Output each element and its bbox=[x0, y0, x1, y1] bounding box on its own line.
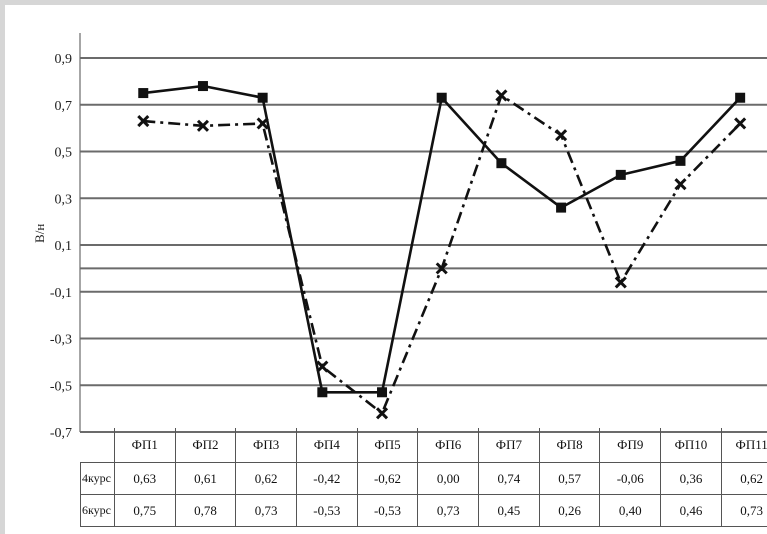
data-value-cell: 0,57 bbox=[538, 462, 601, 495]
data-value-cell: 0,73 bbox=[235, 494, 297, 527]
data-value-cell: 0,62 bbox=[235, 462, 297, 495]
y-tick-label: -0,5 bbox=[50, 379, 72, 394]
data-value-cell: 0,78 bbox=[174, 494, 237, 527]
y-tick-label: 0,9 bbox=[55, 52, 73, 67]
y-tick-label: 0,3 bbox=[55, 192, 73, 207]
x-category-label: ФП8 bbox=[538, 428, 601, 463]
data-point-square bbox=[675, 155, 686, 166]
data-value-cell: 0,73 bbox=[720, 494, 767, 527]
x-category-label: ФП7 bbox=[478, 428, 540, 463]
data-point-x bbox=[196, 119, 210, 132]
data-value-cell: 0,63 bbox=[113, 462, 176, 495]
data-point-square bbox=[556, 202, 567, 213]
data-point-square bbox=[317, 387, 328, 398]
table-header-row: ФП1 ФП2 ФП3 ФП4 ФП5 ФП6 ФП7 ФП8 ФП9 ФП10 ФП11 bbox=[80, 428, 767, 463]
x-category-label: ФП3 bbox=[235, 428, 297, 463]
series-line-2 bbox=[143, 84, 742, 394]
data-value-cell: -0,42 bbox=[295, 462, 358, 495]
x-category-label: ФП4 bbox=[295, 428, 358, 463]
x-category-label: ФП5 bbox=[356, 428, 419, 463]
data-value-cell: 0,74 bbox=[478, 462, 540, 495]
table-row: 6курс 0,75 0,78 0,73 -0,53 -0,53 0,73 0,45 0,26 0… bbox=[80, 494, 767, 527]
x-category-label: ФП2 bbox=[174, 428, 237, 463]
y-tick-label: 0,7 bbox=[55, 99, 73, 114]
y-axis-title: В/н bbox=[32, 224, 47, 243]
data-value-cell: 0,75 bbox=[113, 494, 176, 527]
data-value-cell: -0,62 bbox=[356, 462, 419, 495]
data-point-x bbox=[555, 129, 568, 142]
data-point-x bbox=[674, 178, 687, 191]
table-row: 4курс 0,63 0,61 0,62 -0,42 -0,62 0,00 0,74 0,57-… bbox=[80, 462, 767, 495]
y-tick-label: -0,7 bbox=[50, 426, 72, 441]
data-value-cell: 0,26 bbox=[538, 494, 601, 527]
y-tick-label: -0,3 bbox=[50, 333, 72, 348]
x-category-label: ФП9 bbox=[599, 428, 662, 463]
data-point-square bbox=[138, 88, 149, 99]
data-point-x bbox=[614, 276, 627, 289]
data-point-square bbox=[197, 81, 208, 92]
y-tick-label: 0,5 bbox=[55, 146, 73, 161]
data-value-cell: 0,73 bbox=[417, 494, 480, 527]
data-point-square bbox=[615, 169, 626, 180]
y-tick-label: 0,1 bbox=[55, 239, 73, 254]
data-value-cell: 0,36 bbox=[660, 462, 722, 495]
data-value-cell: 0,45 bbox=[478, 494, 540, 527]
data-value-cell: -0,06 bbox=[599, 462, 662, 495]
x-category-label: ФП10 bbox=[660, 428, 722, 463]
data-table: ФП1 ФП2 ФП3 ФП4 ФП5 ФП6 ФП7 ФП8 ФП9 ФП10 ФП11 4курс… bbox=[80, 428, 767, 527]
data-point-square bbox=[496, 158, 507, 169]
data-point-square bbox=[257, 92, 268, 103]
data-point-square bbox=[377, 387, 388, 398]
table-corner-cell bbox=[80, 428, 115, 463]
data-value-cell: 0,46 bbox=[660, 494, 722, 527]
data-value-cell: 0,62 bbox=[720, 462, 767, 495]
series-name-cell: 6курс bbox=[80, 494, 115, 527]
data-value-cell: -0,53 bbox=[356, 494, 419, 527]
data-point-x bbox=[375, 407, 389, 420]
y-tick-label: -0,1 bbox=[50, 286, 72, 301]
x-category-label: ФП11 bbox=[720, 428, 767, 463]
series-line-1 bbox=[143, 94, 742, 415]
data-value-cell: 0,00 bbox=[417, 462, 480, 495]
data-value-cell: 0,61 bbox=[174, 462, 237, 495]
data-point-x bbox=[734, 117, 747, 130]
series-name-cell: 4курс bbox=[80, 462, 115, 495]
data-point-x bbox=[435, 262, 448, 275]
data-point-square bbox=[436, 92, 447, 103]
data-point-x bbox=[495, 89, 508, 102]
x-category-label: ФП6 bbox=[417, 428, 480, 463]
data-value-cell: 0,40 bbox=[599, 494, 662, 527]
data-point-x bbox=[137, 115, 150, 128]
x-category-label: ФП1 bbox=[113, 428, 176, 463]
data-value-cell: -0,53 bbox=[295, 494, 358, 527]
data-point-square bbox=[735, 92, 746, 103]
